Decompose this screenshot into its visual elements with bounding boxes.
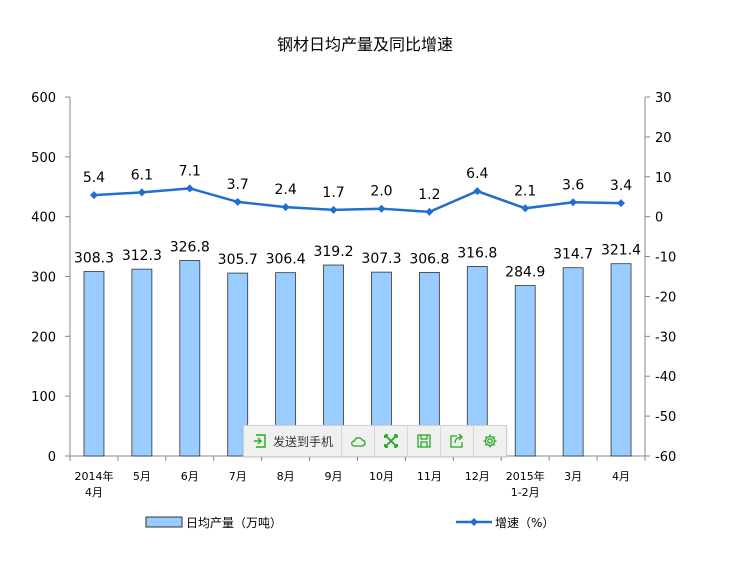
bar-data-label: 306.8 bbox=[409, 251, 449, 267]
save-icon bbox=[417, 434, 431, 448]
cloud-button[interactable] bbox=[342, 426, 376, 456]
growth-point bbox=[377, 204, 386, 213]
x-tick-label: 5月 bbox=[133, 470, 151, 483]
line-data-label: 2.1 bbox=[514, 183, 536, 199]
line-data-label: 1.2 bbox=[418, 187, 440, 203]
x-tick-label: 4月 bbox=[612, 470, 630, 483]
bar bbox=[562, 267, 584, 457]
x-tick-label: 7月 bbox=[229, 470, 247, 483]
bar-data-label: 305.7 bbox=[218, 252, 258, 268]
right-tick-label: -20 bbox=[655, 290, 676, 305]
share-button[interactable] bbox=[441, 426, 475, 456]
growth-point bbox=[521, 204, 530, 213]
growth-point bbox=[233, 197, 242, 206]
right-tick-label: 0 bbox=[655, 211, 663, 226]
x-tick-label: 6月 bbox=[181, 470, 199, 483]
settings-button[interactable] bbox=[474, 426, 506, 456]
line-data-label: 1.7 bbox=[322, 185, 344, 201]
line-data-label: 2.4 bbox=[274, 182, 296, 198]
x-tick-label: 9月 bbox=[325, 470, 343, 483]
bar-data-label: 312.3 bbox=[122, 248, 162, 264]
send-to-phone-button[interactable]: 发送到手机 bbox=[244, 426, 343, 456]
growth-point bbox=[473, 187, 482, 196]
x-tick-label: 3月 bbox=[564, 470, 582, 483]
save-button[interactable] bbox=[408, 426, 442, 456]
send-to-phone-icon bbox=[254, 434, 266, 448]
line-data-label: 3.4 bbox=[610, 178, 632, 194]
bar bbox=[227, 272, 249, 457]
settings-icon bbox=[483, 434, 497, 448]
bar bbox=[131, 268, 153, 457]
bar-data-label: 314.7 bbox=[553, 247, 593, 263]
share-icon bbox=[450, 433, 463, 448]
chart-toolbar: 发送到手机 bbox=[243, 425, 508, 457]
left-tick-label: 0 bbox=[48, 450, 56, 465]
growth-point bbox=[185, 184, 194, 193]
growth-point bbox=[281, 203, 290, 212]
bar bbox=[179, 260, 201, 457]
left-tick-label: 100 bbox=[31, 390, 56, 405]
left-tick-label: 200 bbox=[31, 330, 56, 345]
x-tick-label: 1-2月 bbox=[511, 486, 540, 499]
left-tick-label: 600 bbox=[31, 91, 56, 106]
bar-data-label: 306.4 bbox=[266, 252, 306, 268]
right-tick-label: -10 bbox=[655, 251, 676, 266]
x-tick-label: 4月 bbox=[85, 486, 103, 499]
legend-bar-label: 日均产量（万吨） bbox=[186, 516, 282, 530]
bar-data-label: 307.3 bbox=[361, 251, 401, 267]
growth-point bbox=[617, 199, 626, 208]
right-tick-label: 20 bbox=[655, 131, 672, 146]
x-tick-label: 12月 bbox=[465, 470, 490, 483]
bar-data-label: 319.2 bbox=[313, 244, 353, 260]
right-tick-label: 10 bbox=[655, 171, 672, 186]
legend-bar-swatch bbox=[145, 516, 183, 528]
line-data-label: 3.6 bbox=[562, 177, 584, 193]
bar-data-label: 326.8 bbox=[170, 239, 210, 255]
right-tick-label: 30 bbox=[655, 91, 672, 106]
right-tick-label: -60 bbox=[655, 450, 676, 465]
right-tick-label: -40 bbox=[655, 370, 676, 385]
bar-data-label: 284.9 bbox=[505, 265, 545, 281]
left-tick-label: 300 bbox=[31, 271, 56, 286]
send-to-phone-label: 发送到手机 bbox=[273, 434, 334, 449]
growth-point bbox=[137, 188, 146, 197]
right-tick-label: -50 bbox=[655, 410, 676, 425]
x-tick-label: 2014年 bbox=[74, 469, 113, 483]
right-tick-label: -30 bbox=[655, 330, 676, 345]
x-tick-label: 11月 bbox=[417, 470, 442, 483]
fullscreen-icon bbox=[384, 434, 398, 448]
growth-point bbox=[89, 191, 98, 200]
line-data-label: 3.7 bbox=[227, 177, 249, 193]
bar bbox=[610, 263, 632, 457]
fullscreen-button[interactable] bbox=[375, 426, 409, 456]
line-data-label: 6.1 bbox=[131, 167, 153, 183]
bar-data-label: 321.4 bbox=[601, 243, 641, 259]
left-tick-label: 400 bbox=[31, 211, 56, 226]
growth-line bbox=[93, 187, 622, 214]
bar-data-label: 308.3 bbox=[74, 251, 114, 267]
cloud-icon bbox=[351, 437, 366, 447]
x-tick-label: 8月 bbox=[277, 470, 295, 483]
legend-line-marker bbox=[470, 518, 478, 526]
line-data-label: 2.0 bbox=[370, 184, 392, 200]
line-data-label: 5.4 bbox=[83, 170, 105, 186]
chart-title: 钢材日均产量及同比增速 bbox=[277, 35, 453, 54]
line-data-label: 7.1 bbox=[179, 163, 201, 179]
line-data-label: 6.4 bbox=[466, 166, 488, 182]
bar bbox=[514, 285, 536, 457]
growth-point bbox=[425, 207, 434, 216]
growth-point bbox=[329, 205, 338, 214]
bar bbox=[83, 271, 105, 457]
growth-point bbox=[569, 198, 578, 207]
bar-data-label: 316.8 bbox=[457, 245, 497, 261]
legend-line-label: 增速（%） bbox=[495, 516, 554, 530]
left-tick-label: 500 bbox=[31, 151, 56, 166]
x-tick-label: 10月 bbox=[369, 470, 394, 483]
x-tick-label: 2015年 bbox=[506, 469, 545, 483]
